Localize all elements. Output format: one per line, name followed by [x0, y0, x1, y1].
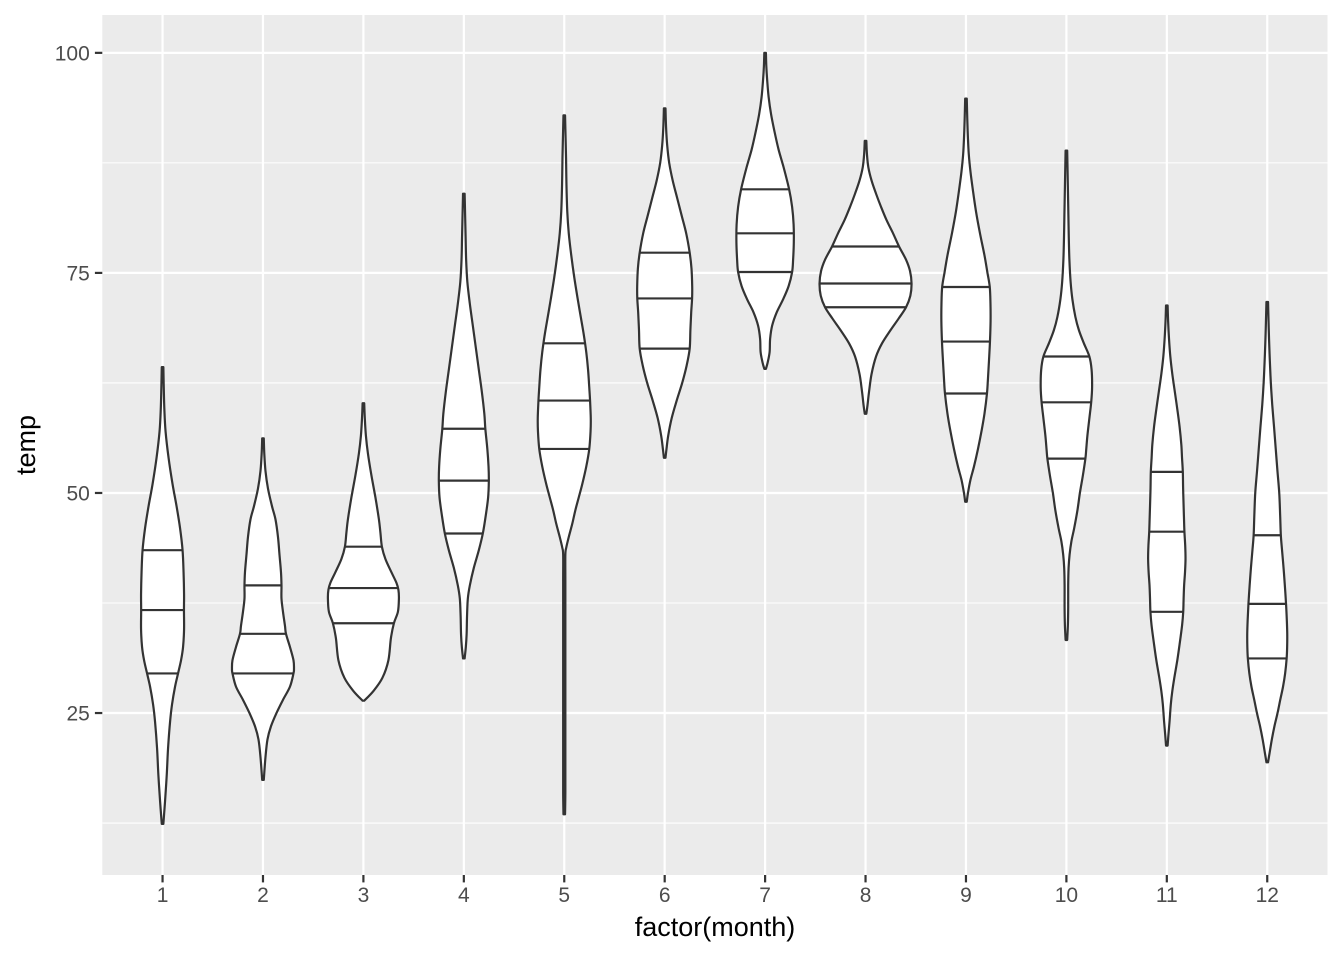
violin-outline — [536, 114, 592, 816]
violin-month-11 — [1147, 304, 1187, 747]
violin-outline — [940, 97, 992, 503]
x-tick-label: 11 — [1156, 884, 1178, 907]
y-tick-label: 75 — [66, 262, 89, 285]
violin-month-12 — [1246, 300, 1289, 764]
violin-month-8 — [818, 139, 913, 415]
y-axis-title: temp — [11, 415, 41, 475]
x-tick-label: 10 — [1055, 884, 1078, 907]
violin-outline — [735, 51, 795, 370]
violin-outline — [818, 139, 913, 415]
violin-outline — [1147, 304, 1187, 747]
violin-month-9 — [940, 97, 992, 503]
violin-month-2 — [230, 437, 296, 782]
violin-outline — [230, 437, 296, 782]
x-tick-label: 4 — [458, 884, 470, 907]
x-tick-label: 8 — [860, 884, 872, 907]
violin-outline — [636, 107, 694, 459]
x-tick-label: 1 — [157, 884, 169, 907]
violin-month-7 — [735, 51, 795, 370]
y-tick-label: 100 — [55, 42, 90, 65]
x-tick-label: 3 — [358, 884, 370, 907]
x-tick-label: 2 — [257, 884, 269, 907]
violin-outline — [1039, 149, 1094, 642]
violin-month-6 — [636, 107, 694, 459]
violin-month-1 — [139, 366, 186, 826]
violin-month-4 — [437, 192, 490, 660]
y-tick-label: 25 — [66, 703, 89, 726]
x-tick-label: 7 — [759, 884, 771, 907]
x-tick-label: 6 — [659, 884, 671, 907]
x-tick-label: 9 — [960, 884, 972, 907]
y-tick-label: 50 — [66, 482, 89, 505]
violin-month-5 — [536, 114, 592, 816]
violin-month-3 — [326, 402, 401, 702]
violin-outline — [326, 402, 401, 702]
violin-outline — [139, 366, 186, 826]
x-tick-label: 12 — [1256, 884, 1279, 907]
panel-background — [102, 15, 1328, 875]
violin-outline — [437, 192, 490, 660]
violin-month-10 — [1039, 149, 1094, 642]
x-tick-label: 5 — [558, 884, 570, 907]
violin-outline — [1246, 300, 1289, 764]
x-axis-title: factor(month) — [635, 912, 796, 942]
